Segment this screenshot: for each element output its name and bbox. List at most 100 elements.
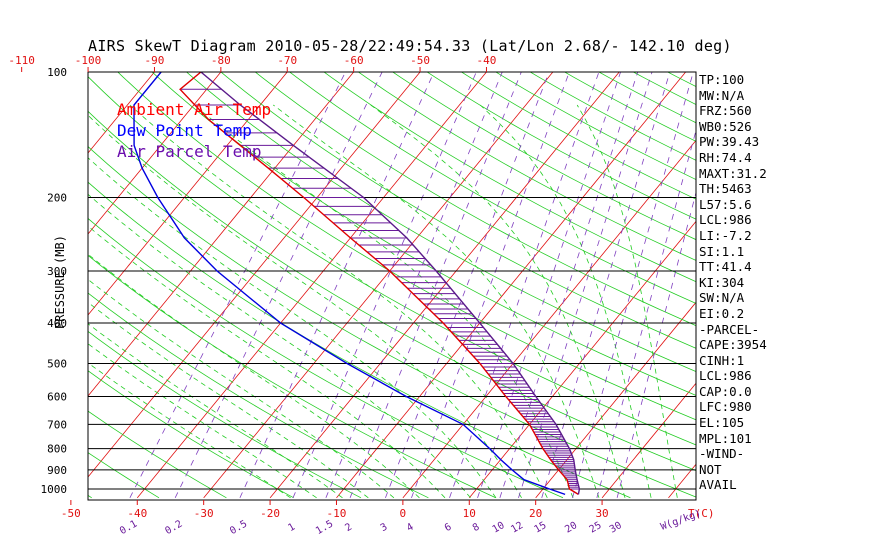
bottom-temp-tick-label: -30 [194, 507, 214, 520]
dry-adiabat-line [392, 72, 696, 241]
pressure-tick-label: 1000 [41, 483, 68, 496]
temp-unit-label: T(C) [688, 507, 715, 520]
stability-index-item: AVAIL [699, 477, 737, 493]
legend-air-parcel-temp: Air Parcel Temp [117, 142, 262, 161]
mixing-ratio-line [541, 72, 671, 498]
mixing-ratio-line [239, 72, 435, 499]
moist-adiabat-line [576, 104, 678, 498]
mixing-ratio-tick-label: 0.1 [118, 519, 139, 538]
bottom-temp-tick-label: -20 [260, 507, 280, 520]
stability-index-item: -WIND- [699, 446, 745, 462]
bottom-temp-tick-label: -50 [61, 507, 81, 520]
isotherm-line [269, 72, 620, 499]
bottom-temp-tick-label: 30 [595, 507, 608, 520]
moist-adiabat-line [88, 193, 471, 499]
mixing-ratio-line [616, 191, 696, 498]
dry-adiabat-line [460, 72, 696, 200]
mixing-ratio-tick-label: 8 [471, 522, 482, 535]
mixing-ratio-line [385, 72, 550, 498]
mixing-ratio-tick-label: 12 [509, 520, 525, 536]
mixing-ratio-tick-label: 30 [608, 520, 624, 536]
stability-index-item: TP:100 [699, 72, 745, 87]
stability-index-item: CINH:1 [699, 352, 745, 368]
isotherm-line [601, 382, 696, 499]
pressure-tick-label: 900 [47, 464, 67, 477]
mixing-ratio-tick-label: 6 [443, 522, 454, 535]
stability-index-item: SW:N/A [699, 290, 745, 306]
mixing-ratio-line [596, 129, 696, 498]
mixing-ratio-line [449, 72, 600, 498]
mixing-ratio-tick-label: 15 [533, 520, 549, 536]
pressure-tick-label: 100 [47, 66, 67, 79]
stability-index-item: CAP:0.0 [699, 383, 752, 399]
top-temp-tick-label: -70 [277, 54, 297, 67]
pressure-tick-label: 200 [47, 192, 67, 205]
mixing-ratio-tick-label: 4 [405, 522, 416, 535]
top-temp-tick-label: -110 [8, 54, 35, 67]
mixing-ratio-tick-label: 0.5 [228, 519, 249, 538]
pressure-tick-label: 700 [47, 418, 67, 431]
isotherm-line [88, 72, 421, 478]
pressure-tick-label: 800 [47, 443, 67, 456]
dry-adiabat-line [426, 72, 696, 220]
dry-adiabat-line [220, 72, 696, 349]
isotherm-line [535, 301, 696, 499]
moist-adiabat-line [193, 104, 574, 498]
air-parcel-temp-line [200, 72, 581, 495]
moist-adiabat-line [88, 343, 317, 499]
stability-index-item: FRZ:560 [699, 103, 752, 119]
mixing-ratio-line [349, 72, 522, 498]
dry-adiabat-line [357, 72, 696, 261]
mixing-ratio-unit-label: W(g/kg) [659, 508, 702, 533]
isotherm-line [88, 72, 355, 397]
isotherm-line [203, 72, 554, 499]
isotherm-line [468, 220, 696, 499]
isotherm-line [88, 72, 89, 73]
stability-index-item: LFC:980 [699, 399, 752, 415]
moist-adiabat-line [88, 225, 446, 499]
top-temp-tick-label: -100 [75, 54, 102, 67]
mixing-ratio-tick-label: 1 [286, 522, 297, 535]
moist-adiabat-line [88, 301, 369, 499]
bottom-temp-tick-label: -40 [127, 507, 147, 520]
stability-index-item: MW:N/A [699, 87, 745, 103]
bottom-temp-tick-label: 0 [400, 507, 407, 520]
stability-index-item: L57:5.6 [699, 196, 752, 212]
stability-index-item: NOT [699, 461, 722, 477]
legend-ambient-air-temp: Ambient Air Temp [117, 100, 272, 119]
mixing-ratio-line [129, 72, 346, 499]
moist-adiabat-line [370, 104, 626, 498]
top-temp-tick-label: -90 [145, 54, 165, 67]
pressure-tick-label: 300 [47, 265, 67, 278]
moist-adiabat-line [88, 157, 497, 499]
dry-adiabat-line [88, 217, 564, 499]
dry-adiabat-line [185, 72, 696, 373]
mixing-ratio-line [572, 72, 694, 498]
mixing-ratio-line [174, 72, 383, 499]
mixing-ratio-tick-label: 20 [563, 520, 579, 536]
mixing-ratio-line [477, 72, 621, 498]
stability-index-item: MPL:101 [699, 430, 752, 446]
stability-index-item: SI:1.1 [699, 243, 745, 259]
bottom-temp-tick-label: 20 [529, 507, 542, 520]
top-temp-tick-label: -40 [477, 54, 497, 67]
pressure-tick-label: 500 [47, 357, 67, 370]
dry-adiabat-line [563, 72, 696, 142]
dry-adiabat-line [529, 72, 696, 161]
mixing-ratio-line [499, 72, 639, 498]
mixing-ratio-line [411, 72, 570, 498]
stability-index-item: TT:41.4 [699, 259, 752, 275]
stability-index-item: KI:304 [699, 274, 745, 290]
mixing-ratio-tick-label: 25 [588, 520, 604, 536]
isotherm-line [88, 72, 155, 154]
pressure-tick-label: 400 [47, 317, 67, 330]
top-temp-tick-label: -50 [410, 54, 430, 67]
mixing-ratio-tick-label: 1.5 [314, 519, 335, 538]
ambient-air-temp-line [179, 72, 579, 495]
moist-adiabat-line [88, 278, 395, 499]
dry-adiabat-line [88, 110, 696, 472]
stability-index-item: LCL:986 [699, 212, 752, 228]
dry-adiabat-line [323, 72, 696, 283]
bottom-temp-tick-label: -10 [327, 507, 347, 520]
stability-index-item: EL:105 [699, 415, 745, 431]
